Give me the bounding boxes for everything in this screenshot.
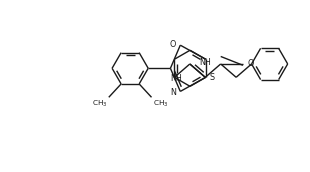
Text: N: N xyxy=(170,88,176,97)
Text: S: S xyxy=(210,73,215,82)
Text: O: O xyxy=(247,60,254,68)
Text: NH: NH xyxy=(170,74,182,83)
Text: NH: NH xyxy=(199,58,211,67)
Text: CH$_3$: CH$_3$ xyxy=(92,99,108,109)
Text: O: O xyxy=(170,40,176,49)
Text: CH$_3$: CH$_3$ xyxy=(153,99,168,109)
